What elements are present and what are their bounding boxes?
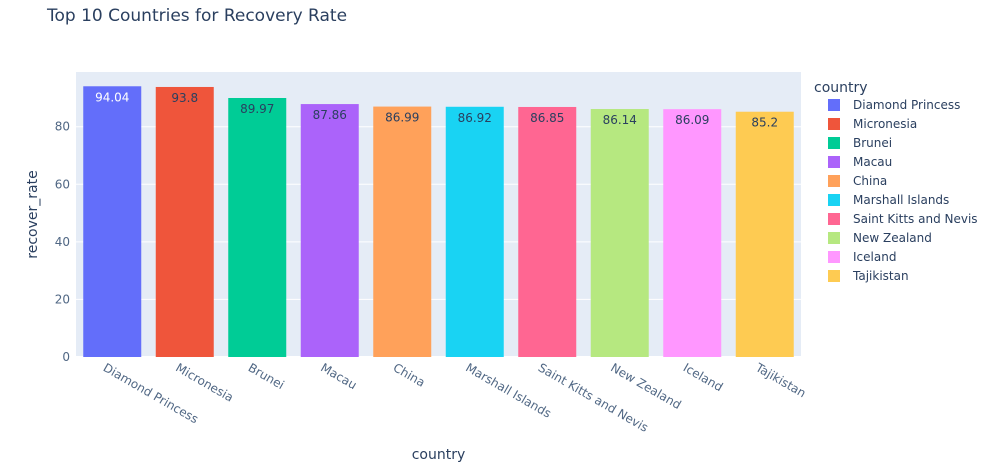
y-axis-ticks: 0 20 40 60 80 — [55, 120, 70, 364]
y-tick-label: 20 — [55, 292, 70, 306]
x-axis-title: country — [412, 447, 466, 463]
legend-item-label: Macau — [853, 155, 892, 169]
bar — [300, 104, 359, 357]
bar-value-label: 86.99 — [385, 111, 419, 125]
legend-item-label: Iceland — [853, 250, 896, 264]
legend-swatch — [828, 251, 840, 263]
legend-swatch — [828, 232, 840, 244]
bars: 94.04 93.8 89.97 87.86 86.99 86.92 86.85 86.14 8… — [83, 86, 794, 358]
y-tick-label: 40 — [55, 235, 70, 249]
bar — [735, 111, 794, 358]
legend-item-label: Marshall Islands — [853, 193, 949, 207]
legend-swatch — [828, 175, 840, 187]
legend-item-label: China — [853, 174, 887, 188]
bar-value-label: 86.14 — [603, 113, 637, 127]
x-tick-label: Macau — [318, 360, 359, 392]
bar-value-label: 86.09 — [675, 113, 709, 127]
bar — [83, 86, 142, 358]
legend-swatch — [828, 137, 840, 149]
x-tick-label: Iceland — [681, 360, 726, 394]
legend-swatch — [828, 99, 840, 111]
bar — [518, 106, 577, 358]
legend-item-label: Brunei — [853, 136, 892, 150]
bar-value-label: 89.97 — [240, 102, 274, 116]
bar — [228, 97, 287, 357]
legend-swatch — [828, 118, 840, 130]
bar — [373, 106, 432, 357]
legend-item-label: Diamond Princess — [853, 98, 960, 112]
bar — [445, 106, 504, 357]
bar — [663, 109, 722, 357]
x-tick-label: Micronesia — [173, 360, 236, 404]
legend-item-label: Saint Kitts and Nevis — [853, 212, 978, 226]
bar — [155, 86, 214, 357]
bar-value-label: 93.8 — [171, 91, 198, 105]
x-tick-label: Tajikistan — [752, 360, 808, 400]
bar-value-label: 85.2 — [751, 116, 778, 130]
x-tick-label: China — [391, 360, 428, 389]
bar-value-label: 86.92 — [458, 111, 492, 125]
legend-item-label: New Zealand — [853, 231, 932, 245]
bar-value-label: 86.85 — [530, 111, 564, 125]
y-tick-label: 0 — [62, 350, 70, 364]
legend-item-label: Micronesia — [853, 117, 917, 131]
y-tick-label: 60 — [55, 177, 70, 191]
y-axis-title: recover_rate — [25, 170, 41, 258]
bar-value-label: 87.86 — [313, 108, 347, 122]
y-tick-label: 80 — [55, 120, 70, 134]
legend: country Diamond Princess Micronesia Brunei… — [814, 80, 978, 283]
bar — [590, 109, 649, 357]
x-tick-label: Brunei — [246, 360, 287, 392]
legend-swatch — [828, 270, 840, 282]
chart-title: Top 10 Countries for Recovery Rate — [47, 6, 348, 26]
legend-swatch — [828, 194, 840, 206]
legend-item-label: Tajikistan — [852, 269, 909, 283]
legend-swatch — [828, 156, 840, 168]
legend-title: country — [814, 80, 868, 96]
bar-value-label: 94.04 — [95, 90, 129, 104]
legend-swatch — [828, 213, 840, 225]
